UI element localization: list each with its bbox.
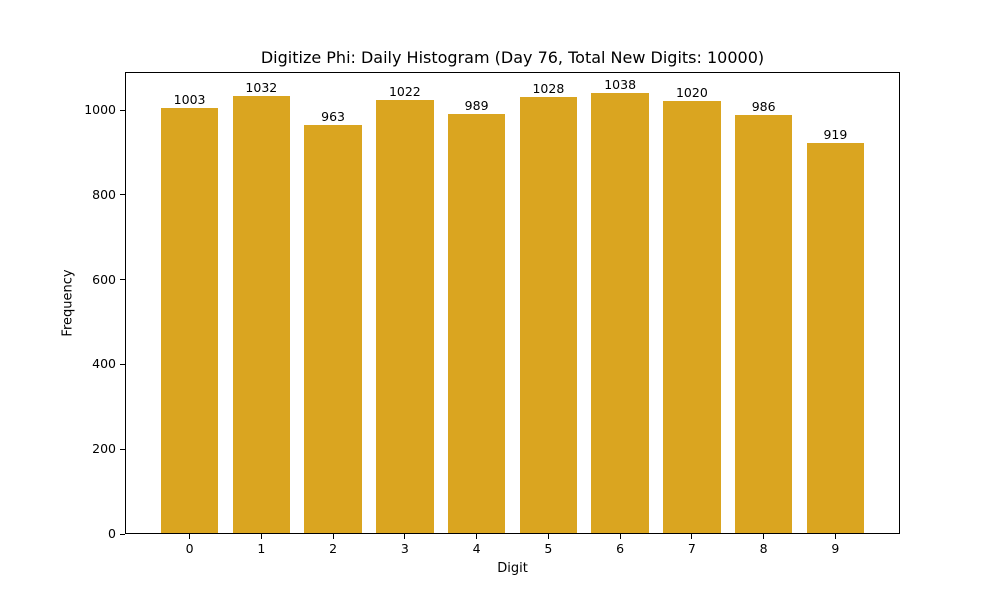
x-tick [189, 534, 191, 539]
bar-value-label: 963 [321, 108, 346, 124]
bar-digit-0 [160, 107, 219, 533]
bar-value-label: 989 [464, 97, 489, 113]
bar-digit-9 [806, 143, 865, 533]
x-tick [476, 534, 478, 539]
y-tick-label: 800 [92, 186, 116, 202]
x-tick [547, 534, 549, 539]
bar-value-label: 919 [823, 127, 848, 143]
bar-value-label: 986 [751, 99, 776, 115]
x-tick-label: 1 [257, 541, 266, 556]
bar-digit-6 [591, 93, 649, 533]
y-tick [120, 279, 125, 281]
y-tick [120, 194, 125, 196]
bar-digit-4 [447, 113, 506, 533]
y-tick-label: 0 [108, 526, 116, 541]
x-tick-label: 0 [185, 541, 194, 556]
x-tick [763, 534, 765, 539]
y-axis-label: Frequency [60, 269, 76, 337]
y-tick-label: 1000 [84, 102, 116, 118]
bar-digit-7 [663, 100, 721, 533]
x-tick-label: 8 [759, 541, 768, 556]
y-tick [120, 533, 125, 535]
bar-value-label: 1003 [173, 91, 206, 107]
x-tick [691, 534, 693, 539]
y-tick-label: 200 [92, 441, 116, 457]
bar-digit-2 [304, 124, 362, 533]
x-tick-label: 6 [616, 541, 625, 556]
bar-digit-5 [519, 97, 578, 533]
bar-value-label: 1020 [675, 84, 708, 100]
bar-digit-8 [734, 115, 793, 533]
bar-value-label: 1032 [245, 79, 278, 95]
x-tick [260, 534, 262, 539]
x-axis-label: Digit [497, 561, 528, 576]
bar-digit-1 [232, 95, 291, 533]
x-tick-label: 3 [400, 541, 409, 556]
y-tick [120, 448, 125, 450]
bar-value-label: 1038 [604, 77, 637, 93]
bar-digit-3 [376, 99, 434, 533]
bar-value-label: 1028 [532, 81, 565, 97]
x-tick [619, 534, 621, 539]
x-tick-label: 9 [831, 541, 840, 556]
x-tick [834, 534, 836, 539]
y-tick-label: 600 [92, 271, 116, 287]
y-tick-label: 400 [92, 356, 116, 372]
chart-title: Digitize Phi: Daily Histogram (Day 76, T… [260, 48, 765, 67]
x-tick-label: 5 [544, 541, 553, 556]
x-tick-label: 7 [687, 541, 696, 556]
x-tick-label: 2 [329, 541, 338, 556]
y-tick [120, 363, 125, 365]
bar-value-label: 1022 [388, 83, 421, 99]
y-tick [120, 109, 125, 111]
plot-area [125, 72, 900, 534]
x-tick-label: 4 [472, 541, 481, 556]
x-tick [404, 534, 406, 539]
x-tick [332, 534, 334, 539]
